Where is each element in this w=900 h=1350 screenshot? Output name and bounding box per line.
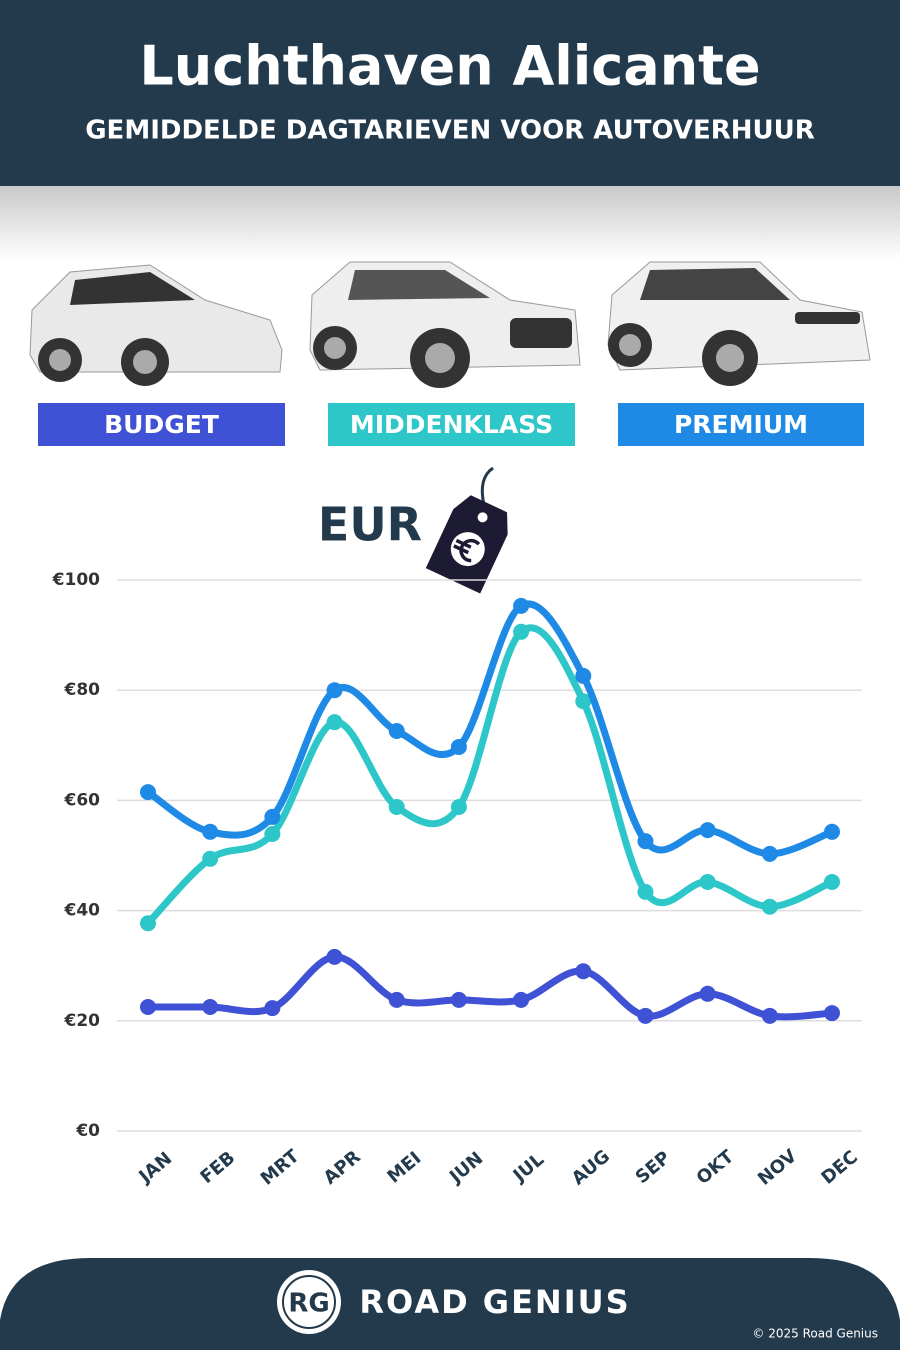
x-tick-label: MEI (384, 1148, 426, 1188)
data-point (575, 667, 592, 684)
data-point (513, 597, 530, 614)
data-point (140, 784, 156, 801)
x-tick-label: JUL (508, 1149, 548, 1187)
x-tick-label: OKT (693, 1146, 739, 1189)
brand-name: ROAD GENIUS (359, 1283, 630, 1321)
data-point (637, 1007, 654, 1024)
data-point (450, 738, 467, 755)
data-point (140, 915, 156, 932)
y-tick-label: €80 (64, 680, 101, 700)
legend-label: PREMIUM (674, 410, 808, 439)
y-tick-label: €20 (64, 1011, 101, 1031)
car-budget (29, 264, 283, 386)
x-tick-label: DEC (817, 1147, 861, 1189)
x-tick-label: JAN (134, 1148, 176, 1188)
footer: RG ROAD GENIUS © 2025 Road Genius (0, 1258, 900, 1350)
data-point (202, 999, 219, 1016)
data-point (326, 682, 343, 699)
y-tick-label: €100 (52, 570, 100, 590)
data-point (824, 873, 840, 890)
series-line (144, 600, 836, 858)
currency-tag: EUR (318, 466, 508, 594)
data-point (264, 1000, 281, 1017)
header-band (0, 0, 900, 186)
x-tick-label: SEP (632, 1147, 675, 1188)
data-point (637, 833, 654, 850)
legend-swatch (618, 403, 864, 446)
data-point (388, 722, 405, 739)
series-line (144, 953, 836, 1021)
x-tick-label: JUN (444, 1148, 487, 1189)
data-point (326, 948, 343, 965)
legend-swatch (38, 403, 285, 446)
data-point (824, 823, 840, 840)
title: Luchthaven Alicante (139, 35, 760, 98)
data-point (761, 845, 778, 862)
data-point (699, 985, 716, 1002)
legend-swatch (328, 403, 575, 446)
legend-label: MIDDENKLASS (350, 410, 553, 439)
logo-mark: RG (288, 1289, 329, 1319)
x-tick-label: AUG (568, 1146, 614, 1190)
x-tick-label: APR (320, 1146, 365, 1189)
car-middenklass (309, 261, 581, 388)
car-premium (607, 261, 871, 386)
header-shadow (0, 186, 900, 261)
legend-label: BUDGET (104, 410, 219, 439)
data-point (388, 991, 405, 1008)
x-tick-label: FEB (196, 1147, 239, 1188)
y-tick-label: €60 (64, 790, 101, 810)
x-tick-label: NOV (754, 1145, 801, 1189)
data-point (264, 826, 281, 843)
data-point (761, 1007, 778, 1024)
currency-label: EUR (318, 498, 422, 552)
data-point (450, 799, 467, 816)
y-tick-label: €40 (64, 901, 101, 921)
y-tick-label: €0 (75, 1121, 100, 1141)
data-point (202, 823, 219, 840)
data-point (513, 623, 530, 640)
data-point (699, 873, 716, 890)
data-point (575, 693, 592, 710)
data-point (699, 822, 716, 839)
copyright: © 2025 Road Genius (752, 1327, 878, 1341)
data-point (824, 1005, 840, 1022)
data-point (575, 963, 592, 980)
x-tick-label: MRT (257, 1145, 304, 1189)
data-point (513, 991, 530, 1008)
data-point (450, 991, 467, 1008)
data-point (388, 799, 405, 816)
data-point (202, 850, 219, 867)
data-point (637, 883, 654, 900)
data-point (326, 714, 343, 731)
subtitle: GEMIDDELDE DAGTARIEVEN VOOR AUTOVERHUUR (85, 116, 815, 146)
data-point (761, 898, 778, 915)
data-point (140, 999, 156, 1016)
data-point (264, 808, 281, 825)
